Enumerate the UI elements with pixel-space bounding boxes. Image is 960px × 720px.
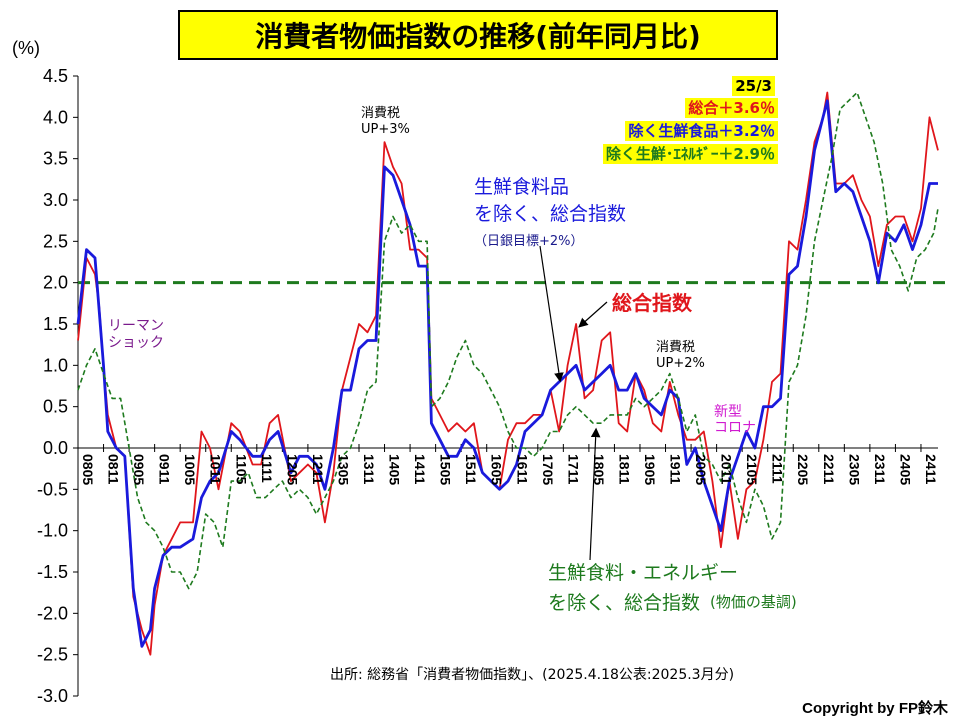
y-tick-label: 2.0 — [43, 273, 68, 293]
x-tick-label: 0811 — [106, 454, 122, 485]
x-tick-label: 1305 — [335, 454, 351, 485]
x-tick-label: 2111 — [770, 454, 786, 484]
y-tick-label: -1.5 — [37, 562, 68, 582]
x-tick-label: 2011 — [719, 454, 735, 485]
x-tick-label: 2005 — [693, 454, 709, 485]
core-core-label-line1: 生鮮食料・エネルギー — [548, 562, 739, 584]
y-tick-label: 4.0 — [43, 107, 68, 127]
x-tick-label: 1411 — [412, 454, 428, 485]
x-tick-label: 1505 — [438, 454, 454, 485]
pointer-arrow — [539, 245, 564, 383]
x-tick-label: 1105 — [233, 454, 249, 485]
legend-core-core: 除く生鮮･ｴﾈﾙｷﾞｰ＋2.9％ — [602, 144, 778, 164]
x-tick-label: 2405 — [897, 454, 913, 485]
x-tick-label: 0805 — [80, 454, 96, 485]
legend-headline: 総合＋3.6％ — [685, 98, 778, 118]
y-tick-label: 1.0 — [43, 355, 68, 375]
legend-core: 除く生鮮食品＋3.2％ — [625, 121, 778, 141]
x-tick-label: 1911 — [668, 454, 684, 485]
y-tick-label: 2.5 — [43, 231, 68, 251]
y-tick-label: 0.5 — [43, 397, 68, 417]
y-axis-unit: (%) — [12, 38, 40, 58]
x-tick-label: 1611 — [514, 454, 530, 485]
annotation-tax-up-3: 消費税 UP+3% — [361, 106, 410, 137]
series-core-core — [77, 91, 939, 590]
x-tick-label: 1311 — [361, 454, 377, 485]
core-label-line2: を除く、総合指数 — [474, 203, 627, 225]
series-core — [76, 99, 938, 648]
x-tick-label: 2105 — [744, 454, 760, 485]
y-tick-label: -1.0 — [37, 521, 68, 541]
x-tick-label: 2411 — [923, 454, 939, 485]
core-label-line1: 生鮮食料品 — [474, 176, 570, 198]
y-tick-label: 3.5 — [43, 149, 68, 169]
y-tick-label: -2.5 — [37, 645, 68, 665]
y-tick-label: -3.0 — [37, 686, 68, 706]
y-tick-label: 4.5 — [43, 66, 68, 86]
x-tick-label: 2311 — [872, 454, 888, 485]
series-headline — [77, 91, 939, 656]
headline-label: 総合指数 — [612, 291, 692, 315]
axis-tick-labels: 4.5 4.0 3.5 3.0 2.5 2.0 1.5 1.0 0.5 0.0 -0.5 -1.0 -1… — [37, 66, 939, 706]
y-tick-label: 0.0 — [43, 438, 68, 458]
x-tick-label: 1711 — [565, 454, 581, 485]
x-tick-label: 2211 — [821, 454, 837, 485]
y-tick-label: -0.5 — [37, 479, 68, 499]
x-tick-label: 1111 — [259, 454, 275, 483]
x-tick-label: 0911 — [157, 454, 173, 485]
x-tick-label: 0905 — [131, 454, 147, 485]
annotation-covid: 新型 コロナ — [714, 404, 756, 436]
core-core-label-line2: を除く、総合指数 — [548, 592, 701, 614]
x-tick-label: 1211 — [310, 454, 326, 485]
x-tick-label: 1511 — [463, 454, 479, 485]
pointer-arrow — [589, 427, 601, 561]
legend-latest-date: 25/3 — [732, 76, 775, 96]
x-tick-label: 1905 — [642, 454, 658, 485]
core-core-label-line3: (物価の基調) — [710, 593, 797, 611]
x-tick-label: 1805 — [591, 454, 607, 485]
chart-axes — [73, 75, 938, 697]
source-note: 出所: 総務省「消費者物価指数」、(2025.4.18公表:2025.3月分) — [330, 667, 735, 683]
x-tick-label: 1405 — [387, 454, 403, 485]
pointer-arrow — [578, 301, 608, 328]
x-tick-label: 1205 — [284, 454, 300, 485]
core-label-line3: （日銀目標+2%） — [474, 234, 584, 249]
x-tick-label: 1605 — [489, 454, 505, 485]
annotation-tax-up-2: 消費税 UP+2% — [656, 340, 705, 371]
series-lines — [76, 91, 939, 656]
x-tick-label: 1705 — [540, 454, 556, 485]
y-tick-label: -2.0 — [37, 603, 68, 623]
x-tick-label: 1811 — [616, 454, 632, 485]
x-tick-label: 2205 — [795, 454, 811, 485]
chart-title: 消費者物価指数の推移(前年同月比) — [178, 10, 778, 60]
x-tick-label: 2305 — [846, 454, 862, 485]
y-tick-label: 1.5 — [43, 314, 68, 334]
annotation-lehman-shock: リーマン ショック — [108, 318, 164, 351]
copyright: Copyright by FP鈴木 — [802, 700, 948, 717]
x-tick-label: 1011 — [208, 454, 224, 485]
y-tick-label: 3.0 — [43, 190, 68, 210]
x-tick-label: 1005 — [182, 454, 198, 485]
